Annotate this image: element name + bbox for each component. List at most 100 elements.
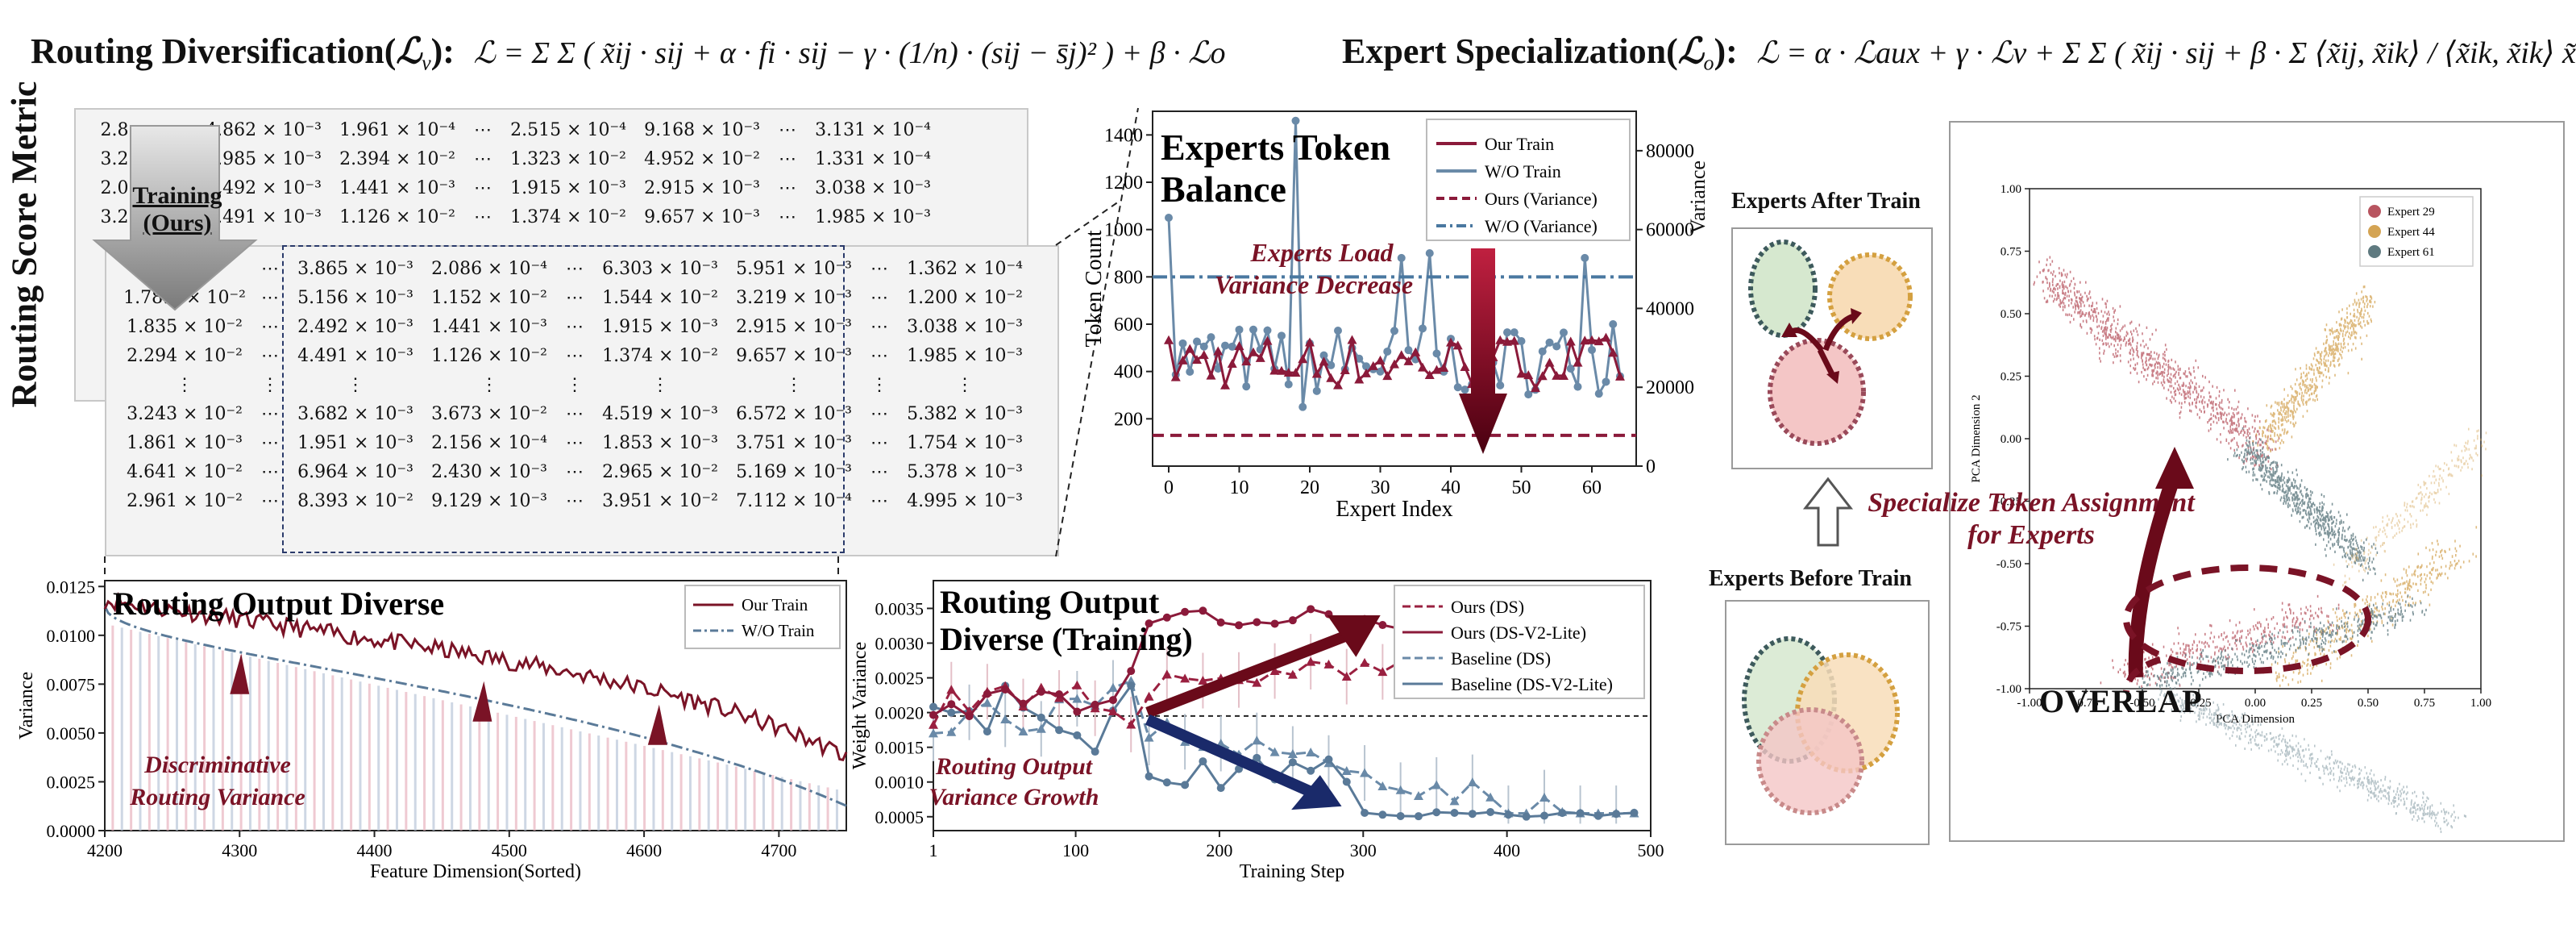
variance-bar — [671, 752, 674, 831]
front-matrix: ⋯ 3.865 × 10⁻³ 2.086 × 10⁻⁴ ⋯ 6.303 × 10⁻³ 5.… — [105, 245, 1059, 556]
front-cell: 5.951 × 10⁻³ — [736, 259, 852, 279]
legend-label: Our Train — [1485, 134, 1554, 154]
x-tick-label: 0.00 — [2245, 697, 2266, 710]
legend-label: Ours (Variance) — [1485, 189, 1598, 209]
y-tick-label: 0.0050 — [47, 723, 96, 744]
wo-train-point — [1460, 385, 1469, 394]
variance-bar — [368, 683, 371, 831]
legend-label: Expert 44 — [2387, 226, 2435, 239]
legend-label: Our Train — [742, 595, 808, 614]
variance-bar — [817, 785, 821, 831]
front-cell: 1.374 × 10⁻² — [602, 346, 718, 366]
ours-train-point — [1269, 365, 1280, 375]
ours-ds-point — [946, 685, 957, 694]
variance-bar — [130, 629, 133, 831]
front-cell: ⋯ — [566, 317, 584, 337]
wo-train-point — [1199, 342, 1208, 351]
ours-train-point — [1509, 335, 1519, 345]
variance-bar — [239, 654, 243, 831]
front-cell: 6.964 × 10⁻³ — [297, 462, 413, 482]
right-formula-expr: ℒ = α · ℒaux + γ · ℒv + Σ Σ ( x̃ij · sij… — [1756, 36, 2576, 70]
routing-training-chart: 0.0005 0.0010 0.0015 0.0020 0.0025 0.0030 0.00… — [850, 580, 1664, 882]
back-cell: 2.394 × 10⁻² — [339, 149, 455, 169]
variance-bar — [193, 644, 197, 831]
variance-bar — [166, 638, 169, 831]
variance-bar — [551, 725, 555, 831]
ours-train-point — [1396, 350, 1406, 360]
legend-label: W/O Train — [1485, 161, 1561, 181]
ours-train-point — [1559, 371, 1568, 381]
variance-bar — [221, 650, 224, 831]
back-cell: 4.862 × 10⁻³ — [206, 120, 322, 140]
wo-train-point — [1355, 354, 1364, 363]
front-cell: 4.491 × 10⁻³ — [297, 346, 413, 366]
y-tick-label: 0.0010 — [875, 773, 924, 793]
variance-bar — [661, 750, 664, 831]
variance-bar — [524, 719, 527, 831]
wo-train-point — [1496, 381, 1505, 390]
baseline-ds-point — [1395, 785, 1406, 794]
baseline-v2-point — [1414, 812, 1423, 821]
front-cell: 2.915 × 10⁻³ — [736, 317, 852, 337]
variance-bar — [405, 692, 408, 831]
wo-train-point — [1178, 339, 1187, 348]
ours-train-point — [1340, 365, 1350, 374]
baseline-v2-point — [1181, 781, 1190, 789]
legend-label: Baseline (DS) — [1451, 648, 1551, 669]
ours-ds-point — [1323, 659, 1334, 669]
back-cell: 9.168 × 10⁻³ — [644, 120, 760, 140]
x-tick-label: 200 — [1206, 840, 1232, 860]
legend-label: Expert 61 — [2387, 246, 2435, 259]
wo-train-point — [1425, 249, 1434, 257]
front-cell: ⋯ — [261, 462, 279, 482]
wo-train-point — [1510, 328, 1519, 337]
y-tick-label: 0.0075 — [47, 674, 96, 694]
variance-bar — [285, 664, 289, 831]
variance-bar — [634, 744, 637, 831]
x-tick-label: -0.75 — [2073, 697, 2098, 710]
wo-train-point — [1573, 382, 1582, 391]
front-matrix-dashed-box — [282, 245, 845, 553]
front-cell: 4.519 × 10⁻³ — [602, 404, 718, 424]
before-to-after-arrow — [1802, 477, 1854, 547]
overlap-ellipse — [2123, 564, 2371, 693]
back-cell: 1.961 × 10⁻⁴ — [339, 120, 455, 140]
ours-ds-point — [1144, 691, 1154, 701]
front-cell: ⋯ — [261, 491, 279, 511]
front-cell: ⋯ — [870, 317, 888, 337]
wo-train-point — [1581, 253, 1589, 262]
front-cell: ⋯ — [566, 259, 584, 279]
ours-v2-point — [1216, 618, 1225, 627]
front-cell: ⋯ — [566, 288, 584, 308]
back-cell: 1.331 × 10⁻⁴ — [815, 149, 931, 169]
x-tick-label: 60 — [1582, 477, 1602, 498]
baseline-v2-point — [1253, 753, 1261, 762]
variance-bar — [762, 773, 765, 831]
wo-train-point — [1524, 390, 1533, 399]
ours-v2-point — [1378, 621, 1387, 630]
wo-train-point — [1560, 328, 1568, 337]
variance-bar — [744, 769, 747, 831]
ours-v2-point — [965, 712, 974, 721]
training-title-2: Diverse (Training) — [940, 621, 1193, 657]
ours-train-point — [1290, 368, 1301, 377]
y-tick-label: 0.0015 — [875, 738, 924, 758]
variance-bar — [734, 766, 737, 831]
y-tick-label: -0.25 — [1996, 496, 2021, 509]
ours-train-point — [1347, 335, 1357, 344]
wo-train-line — [103, 605, 847, 807]
ours-train-point — [1390, 359, 1399, 369]
baseline-v2-point — [1073, 731, 1082, 739]
wo-train-point — [1383, 347, 1392, 356]
ours-train-point — [1241, 356, 1252, 366]
ours-v2-point — [947, 700, 956, 709]
y-tick-label: 0.0025 — [47, 772, 96, 792]
ours-ds-point — [1252, 677, 1262, 687]
wo-train-point — [1263, 326, 1272, 335]
growth-arrow-shaft — [1145, 623, 1365, 719]
variance-bar — [459, 704, 463, 831]
ours-train-point — [1375, 355, 1386, 365]
x-tick-label: 4300 — [222, 840, 257, 860]
x-axis-label: Expert Index — [1336, 497, 1452, 522]
